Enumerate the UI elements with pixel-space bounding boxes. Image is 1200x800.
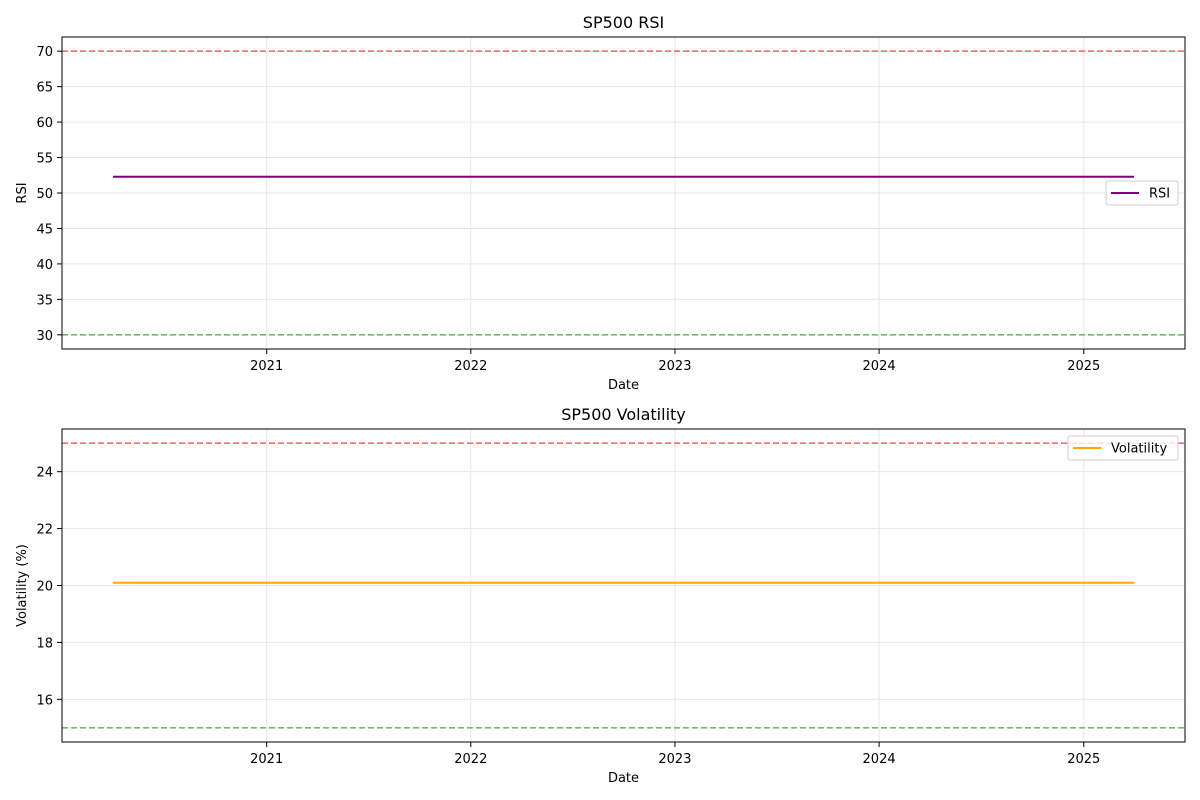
volatility-y-tick-label-24: 24	[36, 466, 53, 481]
rsi-reference-lines	[62, 50, 1185, 336]
rsi-y-label: RSI	[15, 182, 30, 203]
rsi-x-tick-label-2023: 2023	[658, 359, 691, 374]
rsi-x-tick-label-2024: 2024	[863, 359, 896, 374]
volatility-legend: Volatility	[1067, 435, 1179, 461]
volatility-y-tick-label-22: 22	[36, 523, 53, 538]
rsi-y-tick-label-70: 70	[36, 45, 53, 60]
rsi-x-tick-label-2025: 2025	[1067, 359, 1100, 374]
rsi-legend-box	[1105, 180, 1179, 206]
volatility-y-tick-label-20: 20	[36, 580, 53, 595]
volatility-x-label: Date	[608, 771, 639, 786]
volatility-x-tick-label-2021: 2021	[250, 752, 283, 767]
rsi-y-tick-label-35: 35	[36, 293, 53, 308]
volatility-x-ticks: 2021 2022 2023 2024 2025	[250, 742, 1100, 767]
rsi-x-ticks: 2021 2022 2023 2024 2025	[250, 349, 1100, 374]
volatility-y-tick-label-16: 16	[36, 693, 53, 708]
rsi-y-ticks: 30 35 40 45 50 55 60 65 70	[36, 45, 62, 344]
volatility-legend-box	[1067, 435, 1179, 461]
rsi-y-tick-label-30: 30	[36, 329, 53, 344]
rsi-y-tick-label-60: 60	[36, 116, 53, 131]
volatility-y-label: Volatility (%)	[15, 544, 30, 627]
rsi-y-tick-label-45: 45	[36, 222, 53, 237]
rsi-y-tick-label-50: 50	[36, 187, 53, 202]
rsi-legend-label: RSI	[1149, 187, 1170, 202]
rsi-title: SP500 RSI	[583, 13, 664, 32]
volatility-y-ticks: 16 18 20 22 24	[36, 466, 62, 708]
volatility-reference-lines	[62, 442, 1185, 729]
volatility-title: SP500 Volatility	[561, 405, 686, 424]
volatility-x-tick-label-2022: 2022	[454, 752, 487, 767]
rsi-x-label: Date	[608, 378, 639, 393]
volatility-legend-label: Volatility	[1111, 442, 1167, 457]
volatility-y-tick-label-18: 18	[36, 636, 53, 651]
rsi-x-tick-label-2022: 2022	[454, 359, 487, 374]
rsi-y-tick-label-55: 55	[36, 152, 53, 167]
volatility-grid	[62, 429, 1185, 742]
volatility-x-tick-label-2024: 2024	[863, 752, 896, 767]
volatility-x-tick-label-2025: 2025	[1067, 752, 1100, 767]
rsi-legend: RSI	[1105, 180, 1179, 206]
rsi-panel: 2021 2022 2023 2024 2025 303540455055606570 …	[15, 13, 1186, 393]
rsi-y-tick-label-65: 65	[36, 81, 53, 96]
volatility-x-tick-label-2023: 2023	[658, 752, 691, 767]
rsi-x-tick-label-2021: 2021	[250, 359, 283, 374]
rsi-y-tick-label-40: 40	[36, 258, 53, 273]
